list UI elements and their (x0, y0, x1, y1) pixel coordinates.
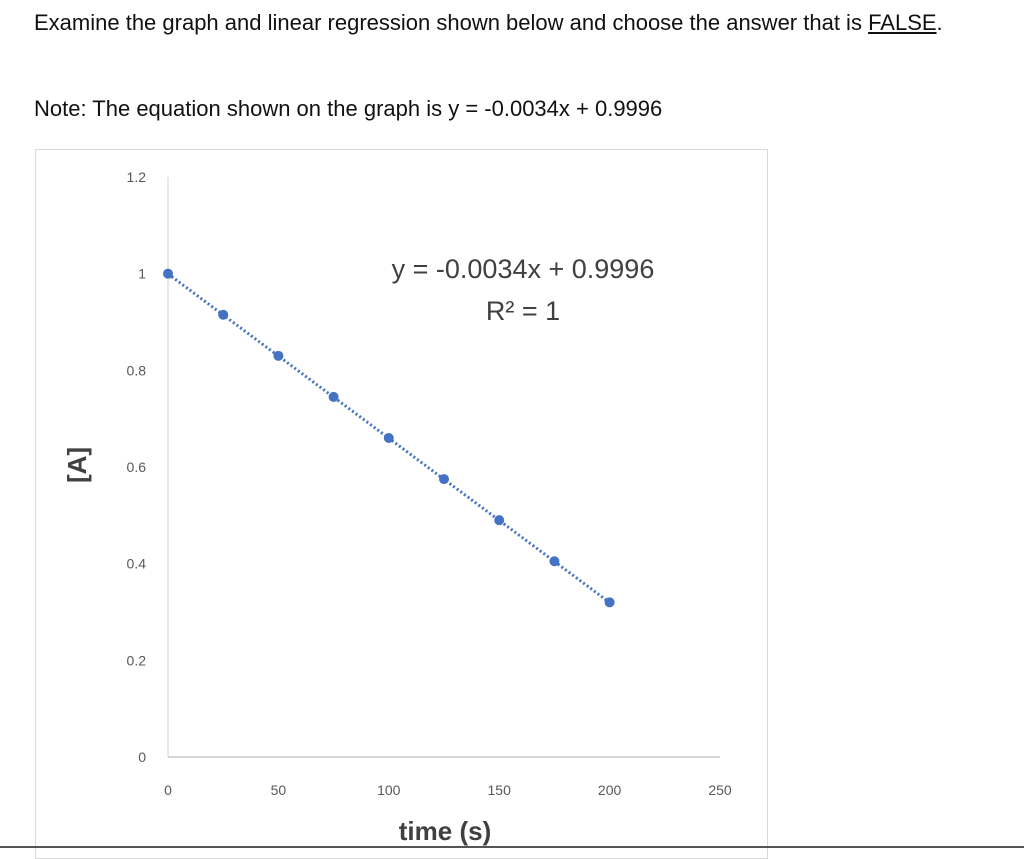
data-point (439, 474, 449, 485)
question-text-main: Examine the graph and linear regression … (34, 10, 869, 35)
y-axis-title: [A] (62, 447, 92, 483)
y-tick-labels: 0 0.2 0.4 0.6 0.8 1 1.2 (127, 169, 147, 765)
y-tick-label: 0.2 (127, 652, 147, 668)
trendline-equation: y = -0.0034x + 0.9996 (392, 254, 655, 284)
data-point (218, 309, 229, 320)
x-axis-title: time (s) (399, 816, 491, 846)
y-tick-label: 1 (138, 266, 146, 282)
data-point (163, 268, 173, 279)
x-tick-label: 250 (708, 782, 732, 798)
scatter-chart: 0 0.2 0.4 0.6 0.8 1 1.2 0 50 100 150 200 250 y = -0… (62, 169, 732, 846)
y-tick-label: 0.4 (127, 556, 147, 572)
data-point (383, 433, 394, 443)
data-point (328, 391, 339, 402)
data-point (494, 515, 505, 526)
note-text: Note: The equation shown on the graph is… (34, 96, 663, 121)
x-tick-label: 150 (488, 782, 512, 798)
x-tick-label: 200 (598, 782, 622, 798)
bottom-divider (0, 846, 1024, 848)
data-point (604, 597, 615, 608)
false-keyword: FALSE (868, 10, 937, 35)
data-point (549, 556, 560, 567)
y-tick-label: 1.2 (127, 169, 147, 185)
y-tick-label: 0.6 (127, 459, 147, 475)
x-tick-label: 0 (164, 782, 172, 798)
y-tick-label: 0.8 (127, 362, 147, 378)
chart-frame: 0 0.2 0.4 0.6 0.8 1 1.2 0 50 100 150 200 250 y = -0… (35, 149, 768, 859)
trendline-r-squared: R² = 1 (486, 296, 560, 326)
x-tick-label: 100 (377, 782, 401, 798)
question-period: . (936, 10, 943, 35)
data-point (273, 350, 284, 361)
x-tick-label: 50 (271, 782, 287, 798)
y-tick-label: 0 (138, 749, 146, 765)
question-text: Examine the graph and linear regression … (34, 8, 974, 38)
x-tick-labels: 0 50 100 150 200 250 (164, 782, 732, 798)
data-points (163, 268, 615, 608)
